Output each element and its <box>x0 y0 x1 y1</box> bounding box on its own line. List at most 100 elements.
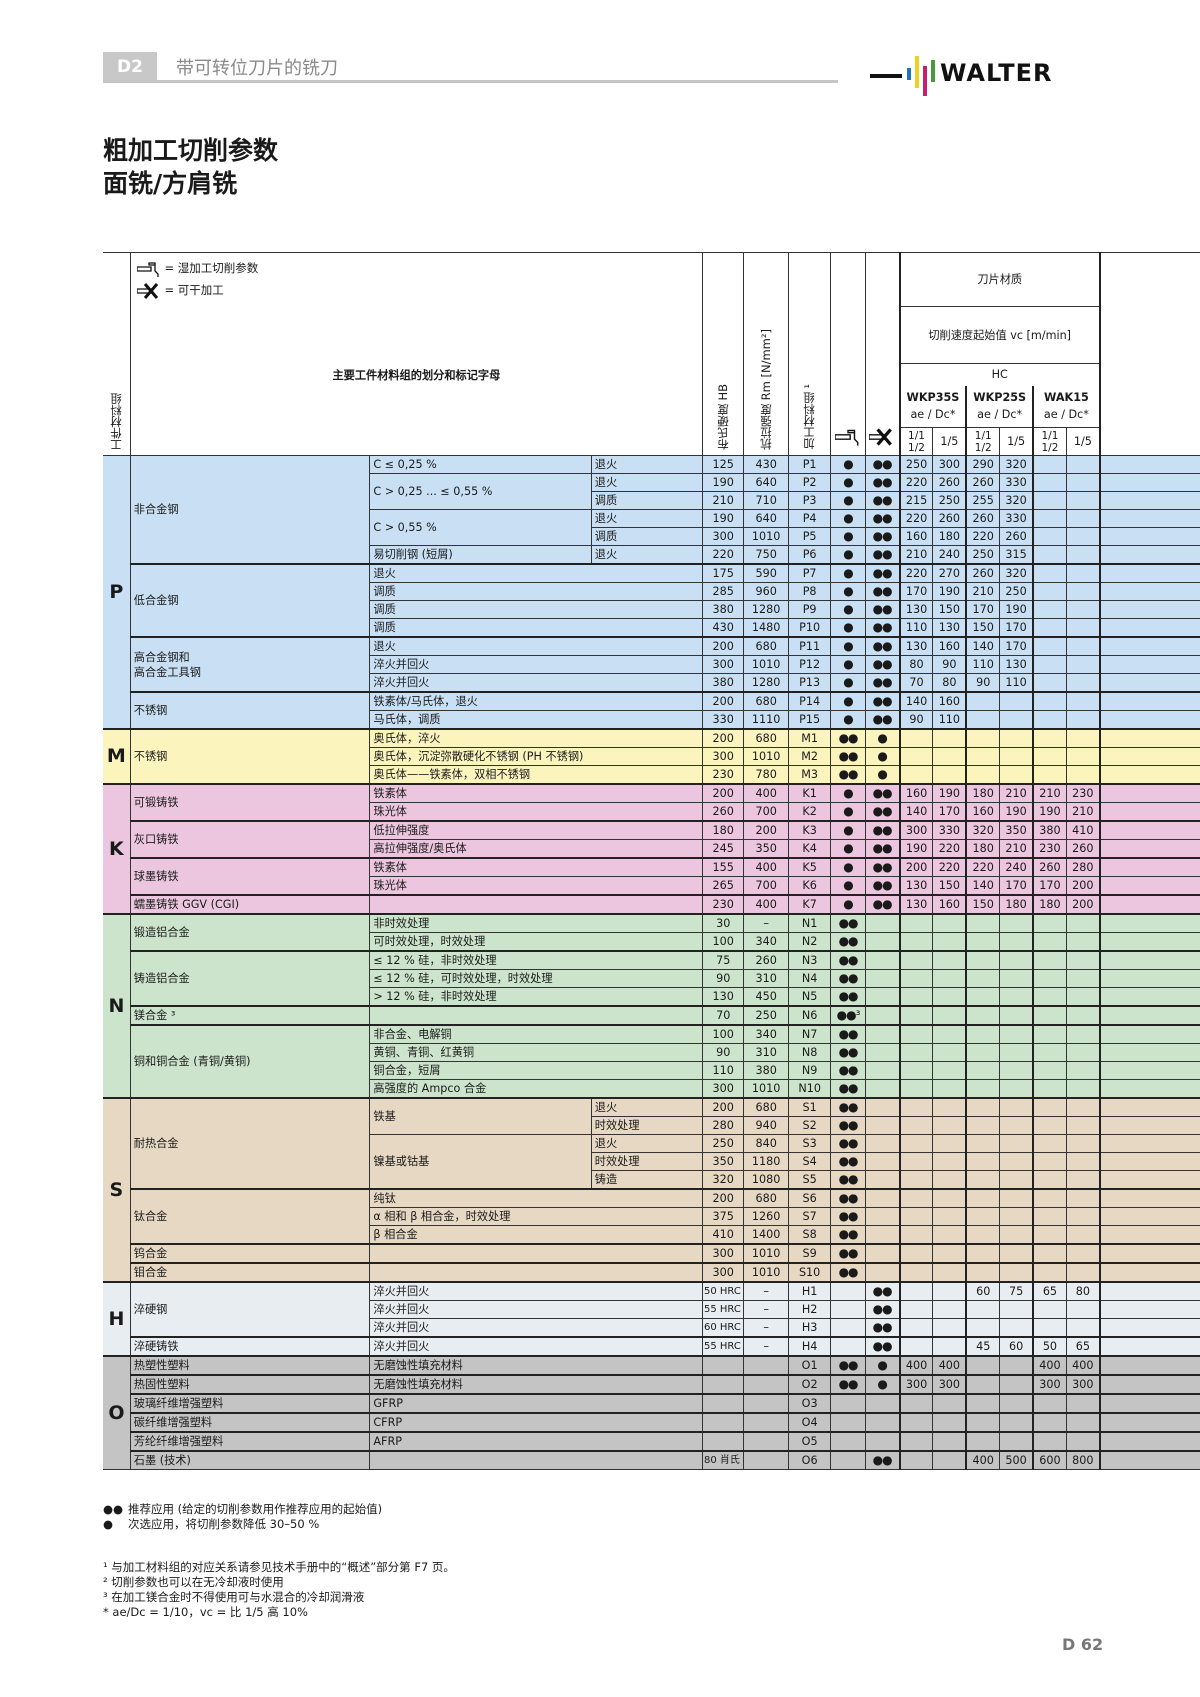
footnote-1: ¹ 与加工材料组的对应关系请参见技术手册中的“概述”部分第 F7 页。 <box>103 1560 455 1574</box>
material-category: 热固性塑料 <box>129 1374 371 1395</box>
tensile-value: 1010 <box>743 1079 789 1099</box>
cutting-speed-value <box>1032 655 1067 674</box>
footnote-star: * ae/Dc = 1/10，vc = 比 1/5 高 10% <box>103 1605 308 1619</box>
machining-group-code: O3 <box>787 1393 832 1414</box>
wet-suitability: ●● <box>830 1355 866 1376</box>
cutting-speed-value <box>898 1097 934 1117</box>
table-row: 碳纤维增强塑料 CFRP O4 <box>103 1412 1200 1433</box>
cutting-speed-value <box>898 1225 934 1245</box>
material-group-letter: O <box>103 1355 131 1470</box>
tensile-value: – <box>743 1336 789 1357</box>
table-body: P 非合金钢 C ≤ 0,25 % 退火 125 430 P1 ● ●● 250 300 290 320… <box>103 455 1200 1470</box>
hardness-value: 125 <box>701 455 745 474</box>
cutting-speed-value <box>932 1431 967 1452</box>
hardness-value: 320 <box>701 1170 745 1190</box>
dry-machining-icon <box>136 282 158 299</box>
material-subtype: β 相合金 <box>369 1225 703 1245</box>
hardness-value: 265 <box>701 876 745 896</box>
tensile-value: 1010 <box>743 655 789 674</box>
material-category: 石墨 (技术) <box>129 1450 371 1470</box>
cutting-speed-value <box>999 1393 1034 1414</box>
spacer-cell <box>1098 545 1200 565</box>
hardness-value: 230 <box>701 765 745 785</box>
cutting-speed-value: 200 <box>1065 894 1101 915</box>
hardness-value: 220 <box>701 545 745 565</box>
dry-suitability <box>864 1043 901 1062</box>
spacer-cell <box>1098 802 1200 822</box>
cutting-speed-value: 190 <box>932 582 967 601</box>
cutting-speed-value <box>1032 673 1067 693</box>
cutting-speed-value: 210 <box>999 839 1034 859</box>
wet-suitability: ●● <box>830 1079 866 1099</box>
section-tab: D2 <box>103 52 157 81</box>
wet-suitability: ●● <box>830 1043 866 1062</box>
cutting-speed-value: 260 <box>965 509 1001 528</box>
wet-suitability: ●● <box>830 1225 866 1245</box>
tensile-value: 1280 <box>743 600 789 619</box>
cutting-speed-value <box>1065 710 1101 730</box>
tensile-value: 750 <box>743 545 789 565</box>
cutting-speed-value <box>1065 747 1101 766</box>
cutting-speed-value <box>932 1300 967 1319</box>
tensile-value: 450 <box>743 987 789 1007</box>
spacer-cell <box>1098 1281 1200 1301</box>
cutting-speed-value <box>1065 673 1101 693</box>
tensile-value: 430 <box>743 455 789 474</box>
dry-suitability <box>864 969 901 988</box>
table-row: 高拉伸强度/奥氏体 245 350 K4 ● ●● 190 220 180 210 230 260 <box>103 839 1200 859</box>
hardness-value: 100 <box>701 932 745 952</box>
cutting-speed-value <box>1065 1134 1101 1153</box>
cutting-speed-value: 110 <box>898 618 934 638</box>
material-category: 淬硬钢 <box>129 1281 371 1338</box>
dry-suitability <box>864 1061 901 1080</box>
wet-suitability: ●● <box>830 765 866 785</box>
wet-suitability: ● <box>830 655 866 674</box>
machining-group-code: N6 <box>787 1005 832 1026</box>
cutting-speed-value <box>932 1281 967 1301</box>
machining-group-code: K1 <box>787 783 832 803</box>
material-subtype: 高拉伸强度/奥氏体 <box>369 839 703 859</box>
cutting-speed-value: 170 <box>898 582 934 601</box>
material-condition: 退火 <box>590 545 704 565</box>
dry-suitability: ●● <box>864 894 901 915</box>
cutting-speed-value <box>932 1225 967 1245</box>
cutting-speed-value <box>1032 747 1067 766</box>
material-subtype: 非合金、电解铜 <box>369 1024 703 1044</box>
page-title: 粗加工切削参数 面铣/方肩铣 <box>103 134 278 200</box>
page-number: D 62 <box>1062 1635 1104 1654</box>
grade-wkp25s: WKP25S ae / Dc* <box>965 385 1034 428</box>
spacer-cell <box>1098 987 1200 1007</box>
machining-group-code: P9 <box>787 600 832 619</box>
material-category: 锻造铝合金 <box>129 913 371 952</box>
tensile-value: 1010 <box>743 527 789 546</box>
wet-suitability: ●● <box>830 1152 866 1171</box>
dry-suitability: ●● <box>864 600 901 619</box>
spacer-cell <box>1098 747 1200 766</box>
cutting-speed-value <box>1032 1097 1067 1117</box>
cutting-speed-value <box>965 1152 1001 1171</box>
cutting-speed-value <box>1032 1393 1067 1414</box>
cutting-speed-value: 80 <box>898 655 934 674</box>
spacer-cell <box>1098 913 1200 933</box>
footnote-3: ³ 在加工镁合金时不得使用可与水混合的冷却润滑液 <box>103 1590 365 1604</box>
material-group-letter: S <box>103 1097 131 1283</box>
hardness-value: 155 <box>701 857 745 877</box>
cutting-speed-value: 220 <box>898 509 934 528</box>
cutting-speed-value: 260 <box>965 473 1001 492</box>
spacer-cell <box>1098 1262 1200 1283</box>
tensile-value: 700 <box>743 876 789 896</box>
cutting-speed-value <box>1032 1243 1067 1264</box>
ae-col-1-5: 1/5 <box>932 427 967 456</box>
dry-suitability: ● <box>864 747 901 766</box>
machining-group-code: P1 <box>787 455 832 474</box>
dry-suitability: ●● <box>864 636 901 656</box>
hardness-value: 200 <box>701 728 745 748</box>
dry-suitability <box>864 950 901 970</box>
hardness-value: 300 <box>701 655 745 674</box>
cutting-speed-value <box>898 1152 934 1171</box>
cutting-speed-value: 220 <box>932 857 967 877</box>
cutting-speed-value: 350 <box>999 820 1034 840</box>
wet-suitability: ● <box>830 491 866 510</box>
table-row: ≤ 12 % 硅，可时效处理，时效处理 90 310 N4 ●● <box>103 969 1200 988</box>
machining-group-code: P5 <box>787 527 832 546</box>
